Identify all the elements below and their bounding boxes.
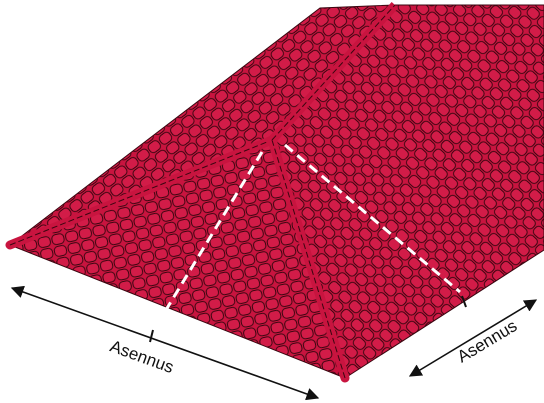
hip-ridge-left-outline (9, 139, 273, 246)
roof (5, 1, 544, 383)
dashed-guide (153, 151, 264, 329)
dimension-label: Asennus (454, 316, 521, 366)
tick (149, 329, 154, 343)
dashed-guide (284, 143, 461, 294)
dimension-arrow (408, 299, 538, 377)
dimension-arrow (10, 285, 320, 401)
hip-ridge-right-outline (271, 139, 346, 379)
main-ridge-outline (271, 4, 396, 141)
